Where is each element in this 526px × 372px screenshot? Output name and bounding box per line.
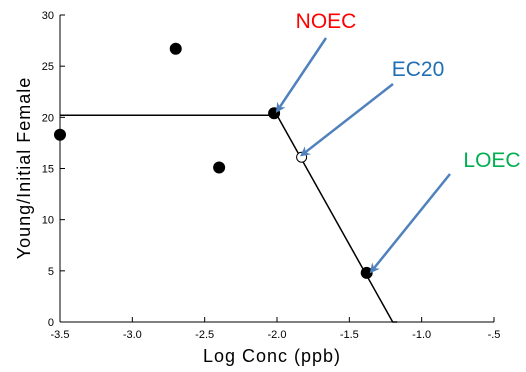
y-axis-label: Young/Initial Female <box>14 77 34 259</box>
data-point <box>213 161 226 174</box>
x-tick-label: -1.5 <box>340 329 359 341</box>
loec-arrow <box>369 173 451 274</box>
fit-line-group <box>60 114 398 323</box>
loec-label: LOEC <box>463 149 520 172</box>
x-tick-label: -3.5 <box>51 329 70 341</box>
x-tick-label: -2.5 <box>195 329 214 341</box>
y-tick-label: 20 <box>42 112 54 124</box>
axes: -3.5 -3.0 -2.5 -2.0 -1.5 -1.0 -.5 0 5 10 15 20 25 30 <box>42 10 501 341</box>
noec-label: NOEC <box>296 10 357 33</box>
fit-line <box>60 114 398 323</box>
data-point <box>360 266 373 279</box>
y-ticks: 0 5 10 15 20 25 30 <box>42 10 65 329</box>
x-ticks: -3.5 -3.0 -2.5 -2.0 -1.5 -1.0 -.5 <box>51 317 501 341</box>
y-tick-label: 5 <box>48 266 54 278</box>
y-tick-label: 15 <box>42 164 54 176</box>
data-points <box>54 42 373 279</box>
x-axis-label: Log Conc (ppb) <box>203 346 341 366</box>
data-point <box>169 42 182 55</box>
y-tick-label: 30 <box>42 10 54 22</box>
noec-arrow <box>275 37 328 113</box>
x-tick-label: -2.0 <box>268 329 287 341</box>
ec20-arrow <box>300 83 394 157</box>
data-point <box>54 128 66 141</box>
annotations: NOEC EC20 LOEC <box>275 10 521 274</box>
y-tick-label: 0 <box>48 317 54 329</box>
x-tick-label: -1.0 <box>412 329 431 341</box>
y-tick-label: 10 <box>42 215 54 227</box>
x-tick-label: -3.0 <box>123 329 142 341</box>
y-tick-label: 25 <box>42 61 54 73</box>
ec20-label: EC20 <box>392 58 445 81</box>
x-tick-label: -.5 <box>488 329 501 341</box>
